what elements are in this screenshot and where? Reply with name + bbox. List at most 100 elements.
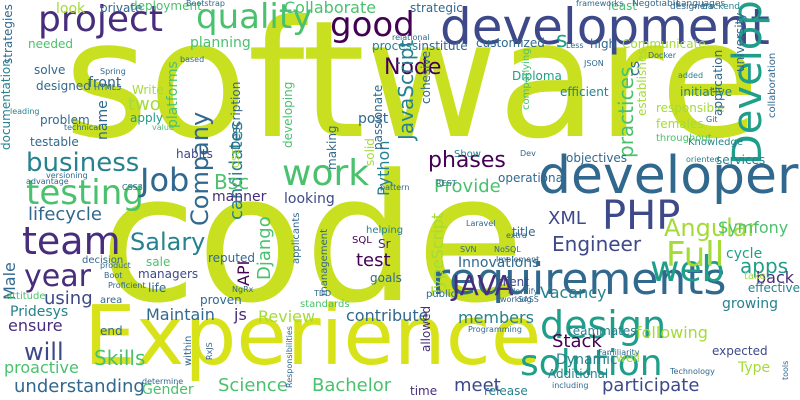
word-business: business [26,148,140,178]
word-experience: Experience [84,289,542,384]
word-sass: SASS [518,295,539,304]
word-title: title [512,225,536,239]
word-making: making [325,125,339,170]
word-skills: Skills [94,346,146,370]
word-provide: Provide [434,176,501,197]
word-least: least [608,0,638,13]
word-software: software [64,0,760,175]
word-code: code [100,137,525,342]
word-good: good [330,5,415,45]
word-look: look [56,1,86,17]
word-sr: Sr [378,237,391,251]
word-tdd: TDD [314,289,332,298]
word-helping: helping [366,225,404,236]
word-reputed: reputed [208,251,255,265]
word-deployment: deployment [130,0,202,13]
word-take: take [744,271,766,282]
word-gender: Gender [142,382,194,398]
word-development: development [440,0,770,56]
word-proven: proven [200,293,242,307]
word-strategic: strategic [410,1,463,15]
word-managers: managers [138,267,199,281]
word-tools: tools [781,360,790,380]
word-advantage: advantage [26,177,69,186]
word-typescript: TypeScript [428,212,447,296]
word-backend: backend [702,2,741,12]
word-designers: designers [670,2,714,12]
word-relational: relational [392,33,430,42]
word-design: design [540,303,667,347]
word-high: high [590,37,617,51]
word-working: working [500,295,532,304]
word-name: name [95,100,111,140]
word-practices: practices [614,66,638,158]
word-identify: identify [508,287,539,296]
word-rxjs: RxJS [205,342,214,360]
word-angular: Angular [664,214,758,242]
word-write: Write [132,83,164,97]
word-collaboration: collaboration [767,52,778,118]
word-company: Company [186,111,214,226]
word-spring: Spring [100,67,126,76]
word-looking: looking [284,191,335,207]
word-node: Node [384,55,442,80]
word-participate: participate [602,375,700,396]
word-product: product [100,261,131,270]
word-back: back [756,268,795,287]
word-pattern: pattern [380,183,410,192]
word-life: life [148,281,167,295]
word-css3: CSS3 [122,183,143,192]
word-apply: apply [130,111,164,125]
word-documentation: documentation [0,59,13,150]
word-quality: quality [196,0,313,37]
word-responsibilities: Responsibilities [285,326,294,388]
word-within: within [183,335,194,366]
word-value: value [152,123,174,132]
word-will: will [24,338,64,366]
word-javascript: JavaScript [394,39,418,140]
word-requirements: requirements [432,254,727,305]
word-science: Science [218,375,288,396]
word-boot: Boot [104,271,123,280]
word-extra: extra [506,231,527,240]
word-knowledge: Knowledge [688,137,743,148]
word-developing: developing [281,81,295,148]
word-technology: Technology [670,367,715,376]
word-university: university [733,12,747,72]
word-test: test [356,250,391,271]
word-using: using [44,288,93,309]
word-sale: sale [146,255,171,269]
word-effective: effective [747,281,800,295]
word-js: js [234,305,247,324]
word-rest: REST [436,179,457,188]
word-contribute: contribute [346,306,429,325]
word-determine: determine [142,377,184,386]
word-establishes: establishes [635,48,649,116]
word-solve: solve [34,63,66,77]
word-well: well [616,351,640,365]
word-engineer: Engineer [552,232,642,256]
word-symfony: Symfony [718,218,789,237]
word-collaborate: Collaborate [284,0,377,17]
word-versioning: versioning [46,171,88,180]
word-phases: phases [428,148,506,173]
word-dynamic: Dynamic [556,352,618,368]
word-description: Description [229,81,243,150]
word-including: including [552,381,589,390]
word-members: members [458,308,534,327]
word-oriented: oriented [686,155,720,164]
word-decision: decision [82,255,124,266]
word-growing: growing [722,296,778,312]
word-platforms: platforms [165,61,181,128]
word-application: application [711,49,725,116]
word-teammates: teammates [568,324,637,338]
word-pridesys: Pridesys [10,304,69,320]
word-communicate: Communicate [622,37,706,51]
word-objectives: objectives [566,151,628,165]
word-solution: solution [520,343,663,384]
word-technical: technical [64,123,101,132]
word-dev: Dev [520,149,536,158]
word-additional: Additional [548,367,609,381]
word-lifecycle: lifecycle [28,204,102,225]
